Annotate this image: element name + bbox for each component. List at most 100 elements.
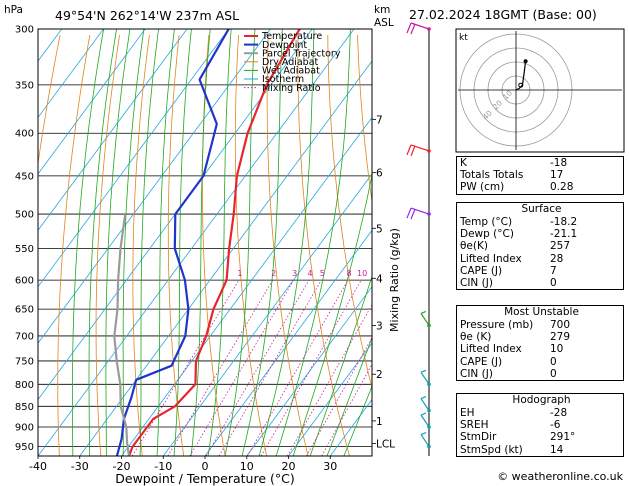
legend-item: Mixing Ratio [262,83,321,94]
height-label-1: 1 [376,416,383,428]
copyright: © weatheronline.co.uk [497,470,623,483]
surface-row-li: Lifted Index 28 [460,252,564,265]
legend-item: Temperature [261,31,322,42]
isotherm-line [162,173,372,456]
wind-barb-flag [406,144,412,156]
mu-row-cape: CAPE (J) 0 [460,355,557,368]
hodo-title: Hodograph [512,394,571,406]
mixing-ratio-line [246,279,349,456]
wet-adiabat-line [173,29,192,456]
isotherm-line [246,286,372,456]
wind-barb-flag [420,369,427,373]
hodograph-frame [455,28,625,153]
wet-adiabat-line [292,172,372,456]
dry-adiabat-line [167,34,185,456]
legend-item: Dry Adiabat [262,57,319,68]
wind-barb-flag [406,207,412,219]
pressure-tick-300: 300 [15,25,34,36]
mixing-ratio-line [131,279,240,456]
temperature-line [127,29,301,456]
isotherm-line [38,29,355,456]
pressure-unit-label: hPa [4,4,23,16]
wet-adiabat-line [224,29,256,456]
wind-barb-flag [420,310,427,315]
wind-barb [420,398,430,411]
wet-adiabat-line [258,29,315,456]
hodo-row-stmspd: StmSpd (kt) 14 [460,443,564,456]
profile-curves [113,29,301,456]
mixing-ratio-line [167,279,274,456]
pressure-tick-950: 950 [15,442,34,453]
mixing-ratio-label: 4 [307,269,312,278]
wet-adiabat-line [275,29,351,456]
pressure-tick-900: 900 [15,423,34,434]
mu-row-pressure: Pressure (mb) 700 [460,319,571,331]
isotherm-line [38,29,63,62]
pressure-tick-600: 600 [15,276,34,287]
dry-adiabat-line [57,34,91,456]
wind-barb [420,434,430,447]
wind-barb [420,371,430,385]
mixing-ratio-label: 25 [414,269,424,278]
mu-row-li: Lifted Index 10 [460,343,564,356]
dry-adiabat-line [266,34,309,456]
wet-adiabat-line [105,29,131,456]
wind-barb-flag [410,23,416,35]
isotherm-line [121,116,372,456]
surface-row-cape: CAPE (J) 7 [460,264,557,277]
wind-profile [406,22,431,456]
height-label-6: 6 [376,168,383,180]
hodograph-table: Hodograph EH -28 SREH -6 StmDir 291° StmSpd… [456,393,624,457]
isotherm-line [79,60,372,456]
wet-adiabat-line [309,274,372,456]
isotherm-line [0,29,20,456]
surface-row-cin: CIN (J) 0 [460,276,557,289]
wind-barb-flag [420,432,427,436]
date-title: 27.02.2024 18GMT (Base: 00) [409,7,597,22]
legend-item: Wet Adiabat [262,66,320,77]
mu-row-cin: CIN (J) 0 [460,367,557,380]
pressure-tick-700: 700 [15,331,34,342]
dry-adiabat-line [234,34,267,456]
temp-tick--40: -40 [29,460,47,473]
legend-item: Isotherm [262,74,304,85]
index-row-totals: Totals Totals 17 [460,169,564,182]
isotherm-line [204,229,372,456]
wet-adiabat-line [241,29,283,456]
pressure-tick-550: 550 [15,244,34,255]
wet-adiabat-line [343,385,372,456]
legend-item: Dewpoint [262,40,307,51]
legend-item: Parcel Trajectory [262,48,341,59]
temp-tick-20: 20 [282,460,296,473]
wet-adiabat-line [190,29,211,456]
wind-barb [420,313,430,326]
wind-barb-flag [420,412,427,416]
index-row-k: K -18 [460,157,568,169]
index-row-pw: PW (cm) 0.28 [460,181,574,194]
dry-adiabat-line [95,34,120,456]
wind-barb-flag [410,145,416,157]
height-unit-label-asl: ASL [374,17,394,29]
mixing-ratio-axis-label: Mixing Ratio (g/kg) [388,228,401,332]
index-table: K -18 Totals Totals 17 PW (cm) 0.28 [456,156,624,195]
wet-adiabat-line [88,29,117,456]
dry-adiabat-line [297,34,350,456]
surface-table: Surface Temp (°C) -18.2 Dewp (°C) -21.1 θe… [456,202,624,291]
height-label-3: 3 [376,320,383,332]
temp-tick--20: -20 [113,460,131,473]
pressure-tick-350: 350 [15,80,34,91]
mu-title: Most Unstable [504,306,579,318]
wet-adiabat-line [326,336,372,456]
mixing-ratio-label: 10 [357,269,367,278]
mixing-ratio-line [218,279,322,456]
dry-adiabat-line [625,35,629,456]
height-label-5: 5 [376,223,383,235]
pressure-tick-650: 650 [15,305,34,316]
wind-barb [410,144,430,152]
surface-row-temp: Temp (°C) -18.2 [460,216,578,228]
temp-tick-0: 0 [202,460,209,473]
mixing-ratio-line [321,363,372,456]
